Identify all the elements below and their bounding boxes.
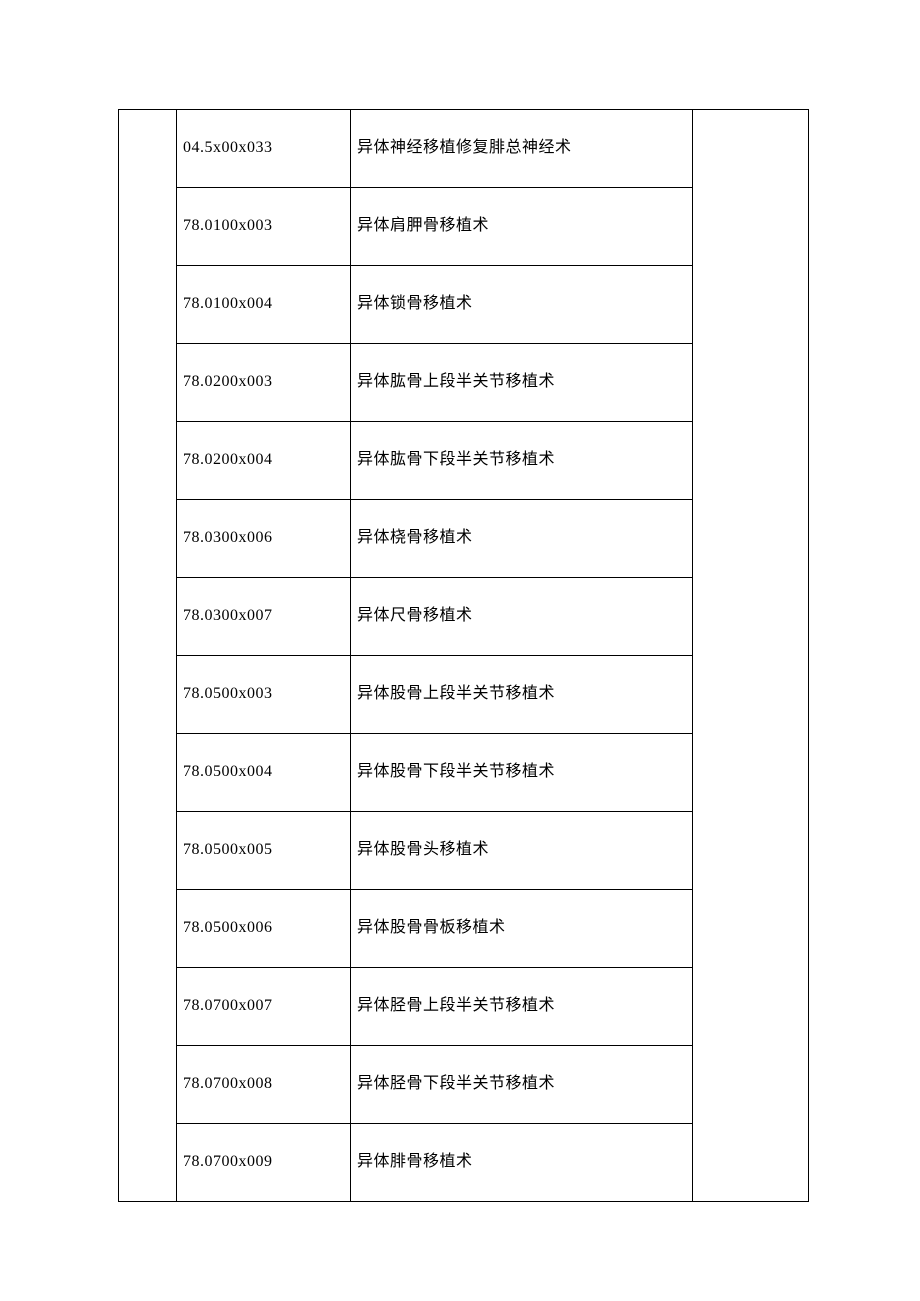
cell-name: 异体锁骨移植术 xyxy=(351,266,693,344)
cell-code: 78.0700x007 xyxy=(177,968,351,1046)
cell-code: 78.0300x006 xyxy=(177,500,351,578)
cell-name: 异体胫骨上段半关节移植术 xyxy=(351,968,693,1046)
table-container: 04.5x00x033 异体神经移植修复腓总神经术 78.0100x003 异体… xyxy=(118,109,808,1202)
cell-name: 异体腓骨移植术 xyxy=(351,1124,693,1202)
cell-name: 异体尺骨移植术 xyxy=(351,578,693,656)
cell-code: 78.0700x009 xyxy=(177,1124,351,1202)
cell-name: 异体胫骨下段半关节移植术 xyxy=(351,1046,693,1124)
cell-code: 78.0300x007 xyxy=(177,578,351,656)
cell-code: 78.0700x008 xyxy=(177,1046,351,1124)
cell-code: 78.0100x004 xyxy=(177,266,351,344)
cell-name: 异体肱骨上段半关节移植术 xyxy=(351,344,693,422)
cell-code: 78.0200x004 xyxy=(177,422,351,500)
page: 04.5x00x033 异体神经移植修复腓总神经术 78.0100x003 异体… xyxy=(0,0,920,1301)
cell-code: 04.5x00x033 xyxy=(177,110,351,188)
cell-code: 78.0500x003 xyxy=(177,656,351,734)
procedure-table: 04.5x00x033 异体神经移植修复腓总神经术 78.0100x003 异体… xyxy=(118,109,809,1202)
cell-name: 异体股骨上段半关节移植术 xyxy=(351,656,693,734)
cell-name: 异体神经移植修复腓总神经术 xyxy=(351,110,693,188)
cell-name: 异体肩胛骨移植术 xyxy=(351,188,693,266)
cell-name: 异体桡骨移植术 xyxy=(351,500,693,578)
cell-name: 异体股骨骨板移植术 xyxy=(351,890,693,968)
cell-code: 78.0500x006 xyxy=(177,890,351,968)
cell-blank-right xyxy=(693,110,809,1202)
cell-code: 78.0100x003 xyxy=(177,188,351,266)
cell-name: 异体股骨下段半关节移植术 xyxy=(351,734,693,812)
cell-name: 异体肱骨下段半关节移植术 xyxy=(351,422,693,500)
cell-code: 78.0500x005 xyxy=(177,812,351,890)
cell-blank-left xyxy=(119,110,177,1202)
table-row: 04.5x00x033 异体神经移植修复腓总神经术 xyxy=(119,110,809,188)
cell-code: 78.0500x004 xyxy=(177,734,351,812)
cell-name: 异体股骨头移植术 xyxy=(351,812,693,890)
table-body: 04.5x00x033 异体神经移植修复腓总神经术 78.0100x003 异体… xyxy=(119,110,809,1202)
cell-code: 78.0200x003 xyxy=(177,344,351,422)
